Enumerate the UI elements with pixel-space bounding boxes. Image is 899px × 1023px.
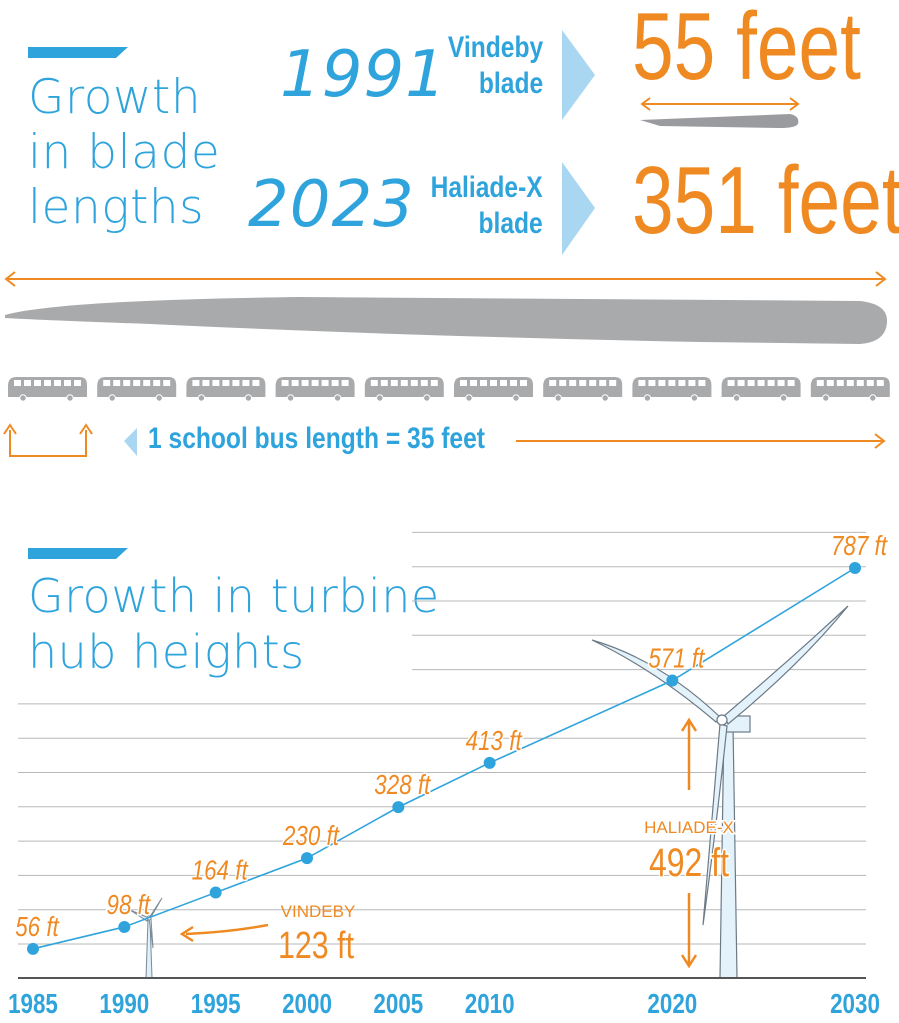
school-bus-icon [454, 377, 533, 402]
vindeby-annotation-arrowhead [179, 925, 194, 943]
data-point [118, 920, 131, 933]
hub-section-accent-bar [28, 548, 128, 559]
vindeby-annotation-arrow [185, 923, 269, 936]
vindeby-pointer-icon [562, 30, 595, 120]
data-label: 571 ft [648, 643, 705, 674]
blade-title-line-2: in blade [28, 124, 221, 180]
hub-height-chart: 56 ft 98 ft 164 ft 230 ft 328 ft 413 ft 571 ft… [8, 529, 889, 1020]
x-tick-label: 1985 [8, 989, 58, 1020]
haliade-dimension-arrow [4, 271, 887, 287]
haliade-annotation-value: 492 ft [649, 840, 729, 885]
x-tick-label: 2010 [465, 989, 515, 1020]
x-tick-label: 2000 [282, 989, 332, 1020]
haliade-name-line-2: blade [478, 207, 543, 240]
bus-caption-pointer-icon [124, 428, 137, 456]
hub-section-title: Growth in turbine hub heights [28, 568, 440, 680]
school-bus-icon [97, 377, 177, 402]
haliade-blade-length: 351 feet [632, 147, 899, 254]
year-2023: 2023 [248, 168, 415, 242]
data-label: 230 ft [282, 821, 340, 852]
school-bus-icon [364, 377, 444, 402]
data-label: 787 ft [831, 531, 888, 562]
vindeby-name-line-2: blade [478, 67, 543, 100]
blade-title-line-1: Growth [28, 70, 202, 125]
x-tick-label: 2005 [373, 989, 423, 1020]
data-label: 98 ft [107, 890, 151, 921]
haliade-annotation-arrows [680, 717, 698, 969]
haliade-blade-shape [5, 297, 888, 344]
vindeby-dimension-arrow [640, 97, 800, 111]
haliade-blade-name: Haliade-X blade [431, 170, 543, 242]
data-label: 164 ft [192, 855, 249, 886]
bus-caption-arrow [516, 433, 886, 449]
data-point [483, 756, 496, 769]
vindeby-annotation-label: VINDEBY [281, 902, 356, 921]
data-point [27, 942, 39, 955]
x-tick-label: 2030 [830, 989, 880, 1020]
haliade-annotation-label: HALIADE-X [644, 818, 734, 837]
series-line [32, 567, 856, 950]
data-label: 56 ft [15, 912, 59, 943]
x-axis-ticks: 1985 1990 1995 2000 2005 2010 2020 2030 [8, 989, 880, 1020]
vindeby-annotation-value: 123 ft [278, 925, 354, 967]
haliade-turbine-icon [591, 605, 849, 979]
school-bus-row [8, 377, 890, 402]
x-tick-label: 1995 [191, 989, 241, 1020]
blade-graphics [3, 30, 890, 457]
haliade-name-line-1: Haliade-X [430, 171, 543, 204]
vindeby-blade-shape [640, 114, 799, 128]
blade-section-title: Growth in blade lengths [28, 70, 220, 235]
data-label: 413 ft [466, 726, 523, 757]
x-tick-label: 1990 [99, 989, 149, 1020]
vindeby-blade-name: Vindeby blade [448, 30, 543, 102]
bus-scale-caption: 1 school bus length = 35 feet [148, 422, 485, 455]
school-bus-icon [275, 377, 355, 402]
blade-title-line-3: lengths [28, 179, 205, 235]
school-bus-icon [186, 377, 266, 402]
school-bus-icon [721, 377, 801, 402]
haliade-pointer-icon [562, 162, 595, 255]
school-bus-icon [8, 377, 87, 402]
vindeby-blade-length: 55 feet [632, 0, 861, 100]
hub-height-labels: 56 ft 98 ft 164 ft 230 ft 328 ft 413 ft 571 ft… [14, 529, 889, 943]
x-tick-label: 2020 [647, 989, 697, 1020]
vindeby-name-line-1: Vindeby [447, 31, 543, 64]
chart-gridlines [18, 531, 866, 945]
data-point [301, 852, 313, 865]
data-point [666, 674, 679, 687]
school-bus-icon [810, 377, 890, 402]
data-label: 328 ft [374, 770, 431, 801]
school-bus-icon [543, 377, 623, 402]
bus-scale-bracket [3, 423, 93, 457]
year-1991: 1991 [280, 38, 447, 112]
school-bus-icon [632, 377, 712, 402]
hub-height-points [27, 562, 861, 955]
hub-height-series [32, 567, 856, 950]
data-point [392, 801, 405, 814]
hub-title-line-2: hub heights [28, 625, 305, 680]
data-point [849, 562, 861, 574]
hub-title-line-1: Growth in turbine [28, 569, 440, 623]
data-point [209, 886, 222, 899]
blade-section-accent-bar [28, 47, 128, 58]
